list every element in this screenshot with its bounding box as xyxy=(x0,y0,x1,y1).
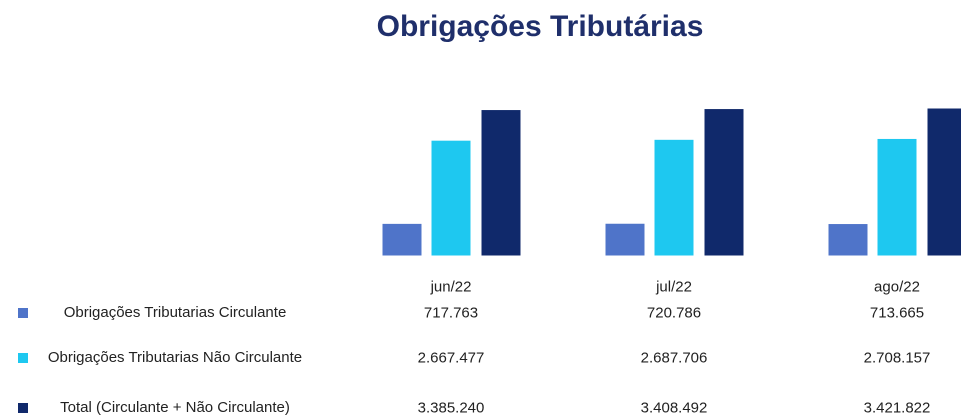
bar-sheen xyxy=(884,145,910,249)
x-tick-label: jun/22 xyxy=(430,278,472,296)
bar-sheen xyxy=(711,115,737,249)
legend-key xyxy=(18,308,28,318)
table-value: 3.421.822 xyxy=(863,399,931,417)
legend-label: Obrigações Tributarias Circulante xyxy=(63,304,287,321)
table-value: 3.385.240 xyxy=(417,399,485,417)
bar-sheen xyxy=(934,115,960,249)
table-value: 713.665 xyxy=(869,304,925,322)
legend-label: Obrigações Tributarias Não Circulante xyxy=(47,349,303,366)
table-value: 717.763 xyxy=(423,304,479,322)
table-value: 2.667.477 xyxy=(417,349,485,367)
bar-sheen xyxy=(488,116,514,250)
legend-key xyxy=(18,403,28,413)
bar-sheen xyxy=(438,147,464,249)
bar-sheen xyxy=(661,146,687,249)
table-value: 720.786 xyxy=(646,304,702,322)
bar-sheen xyxy=(612,230,638,249)
legend-key xyxy=(18,353,28,363)
chart-title: Obrigações Tributárias xyxy=(376,10,704,43)
bar-sheen xyxy=(389,230,415,249)
table-value: 3.408.492 xyxy=(640,399,708,417)
x-tick-label: ago/22 xyxy=(874,278,920,296)
legend-label: Total (Circulante + Não Circulante) xyxy=(60,399,290,416)
bar-sheen xyxy=(835,230,861,249)
table-value: 2.687.706 xyxy=(640,349,708,367)
table-value: 2.708.157 xyxy=(863,349,931,367)
x-tick-label: jul/22 xyxy=(656,278,692,296)
